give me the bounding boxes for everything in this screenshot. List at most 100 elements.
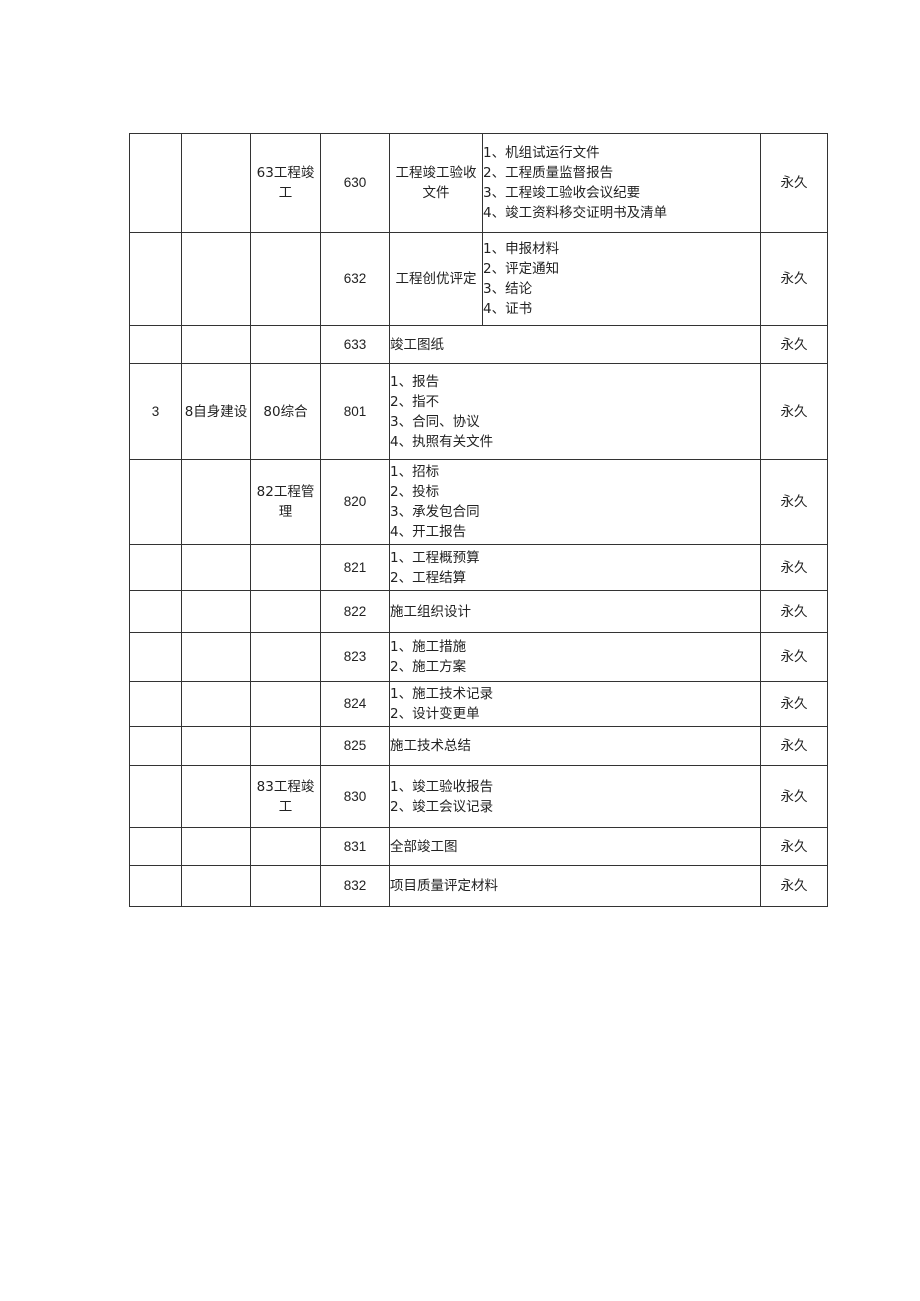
category-cell (181, 827, 251, 866)
content-item: 1、竣工验收报告 (390, 778, 494, 795)
seq-cell (129, 544, 182, 591)
category-cell (181, 133, 251, 233)
subcategory-cell (250, 325, 321, 364)
subcategory-cell (250, 726, 321, 766)
seq-cell (129, 325, 182, 364)
content-cell: 1、工程概预算 2、工程结算 (389, 544, 761, 591)
subcategory-cell (250, 681, 321, 727)
content-item: 3、承发包合同 (390, 504, 480, 520)
category-cell (181, 632, 251, 682)
code-cell: 801 (320, 363, 390, 460)
category-cell (181, 726, 251, 766)
category-cell (181, 544, 251, 591)
content-cell: 1、竣工验收报告 2、竣工会议记录 (389, 765, 761, 828)
content-item: 竣工图纸 (390, 336, 444, 353)
content-cell: 施工技术总结 (389, 726, 761, 766)
seq-cell (129, 865, 182, 907)
code-cell: 633 (320, 325, 390, 364)
subcategory-cell: 82工程管理 (250, 459, 321, 545)
content-item: 1、工程概预算 (390, 549, 480, 566)
retention-cell: 永久 (760, 363, 828, 460)
code-cell: 825 (320, 726, 390, 766)
subcategory-cell: 83工程竣工 (250, 765, 321, 828)
content-cell: 竣工图纸 (389, 325, 761, 364)
table-row: 83工程竣工 830 1、竣工验收报告 2、竣工会议记录 永久 (129, 765, 828, 828)
subcategory-cell (250, 632, 321, 682)
seq-cell (129, 590, 182, 633)
content-item: 4、竣工资料移交证明书及清单 (483, 205, 668, 221)
retention-cell: 永久 (760, 765, 828, 828)
table-row: 832 项目质量评定材料 永久 (129, 865, 828, 907)
content-item: 2、投标 (390, 484, 440, 500)
table-row: 823 1、施工措施 2、施工方案 永久 (129, 632, 828, 682)
seq-cell (129, 632, 182, 682)
seq-cell (129, 232, 182, 326)
content-item: 2、工程结算 (390, 569, 467, 586)
content-item: 3、合同、协议 (390, 413, 480, 430)
retention-cell: 永久 (760, 325, 828, 364)
content-item: 施工技术总结 (390, 738, 471, 754)
category-cell: 8自身建设 (181, 363, 251, 460)
subcategory-cell: 63工程竣工 (250, 133, 321, 233)
code-cell: 822 (320, 590, 390, 633)
code-cell: 630 (320, 133, 390, 233)
category-cell (181, 325, 251, 364)
category-cell (181, 590, 251, 633)
seq-cell (129, 765, 182, 828)
code-cell: 824 (320, 681, 390, 727)
seq-cell (129, 681, 182, 727)
content-item: 4、证书 (483, 301, 533, 317)
content-item: 3、工程竣工验收会议纪要 (483, 185, 641, 201)
content-item: 1、施工技术记录 (390, 686, 494, 702)
seq-cell (129, 133, 182, 233)
content-cell: 1、报告 2、指不 3、合同、协议 4、执照有关文件 (389, 363, 761, 460)
code-cell: 632 (320, 232, 390, 326)
code-cell: 832 (320, 865, 390, 907)
content-item: 2、竣工会议记录 (390, 798, 494, 815)
content-item: 施工组织设计 (390, 603, 471, 620)
table-row: 824 1、施工技术记录 2、设计变更单 永久 (129, 681, 828, 727)
retention-cell: 永久 (760, 726, 828, 766)
category-cell (181, 681, 251, 727)
category-cell (181, 865, 251, 907)
content-item: 4、执照有关文件 (390, 433, 494, 450)
seq-cell (129, 726, 182, 766)
retention-cell: 永久 (760, 133, 828, 233)
content-cell: 1、施工技术记录 2、设计变更单 (389, 681, 761, 727)
content-item: 2、评定通知 (483, 261, 560, 277)
subcategory-cell: 80综合 (250, 363, 321, 460)
title-cell: 工程竣工验收文件 (389, 133, 483, 233)
retention-cell: 永久 (760, 827, 828, 866)
retention-cell: 永久 (760, 681, 828, 727)
retention-cell: 永久 (760, 590, 828, 633)
content-item: 1、机组试运行文件 (483, 145, 600, 161)
content-cell: 项目质量评定材料 (389, 865, 761, 907)
category-cell (181, 459, 251, 545)
content-item: 1、申报材料 (483, 241, 560, 257)
content-item: 全部竣工图 (390, 838, 458, 855)
archive-retention-table: 63工程竣工 630 工程竣工验收文件 1、机组试运行文件 2、工程质量监督报告 3、工程… (129, 133, 828, 907)
content-cell: 1、施工措施 2、施工方案 (389, 632, 761, 682)
content-cell: 1、招标 2、投标 3、承发包合同 4、开工报告 (389, 459, 761, 545)
category-cell (181, 765, 251, 828)
retention-cell: 永久 (760, 459, 828, 545)
content-item: 1、报告 (390, 373, 440, 390)
table-row: 822 施工组织设计 永久 (129, 590, 828, 633)
content-cell: 施工组织设计 (389, 590, 761, 633)
code-cell: 830 (320, 765, 390, 828)
items-cell: 1、机组试运行文件 2、工程质量监督报告 3、工程竣工验收会议纪要 4、竣工资料移交证… (482, 133, 761, 233)
subcategory-cell (250, 590, 321, 633)
subcategory-cell (250, 232, 321, 326)
table-row: 825 施工技术总结 永久 (129, 726, 828, 766)
table-row: 3 8自身建设 80综合 801 1、报告 2、指不 3、合同、协议 4、执照有关文件 永久 (129, 363, 828, 460)
seq-cell: 3 (129, 363, 182, 460)
content-item: 2、施工方案 (390, 659, 467, 675)
title-cell: 工程创优评定 (389, 232, 483, 326)
subcategory-cell (250, 544, 321, 591)
subcategory-cell (250, 865, 321, 907)
code-cell: 831 (320, 827, 390, 866)
content-item: 2、工程质量监督报告 (483, 165, 614, 181)
content-item: 4、开工报告 (390, 524, 467, 540)
seq-cell (129, 459, 182, 545)
table-row: 632 工程创优评定 1、申报材料 2、评定通知 3、结论 4、证书 永久 (129, 232, 828, 326)
